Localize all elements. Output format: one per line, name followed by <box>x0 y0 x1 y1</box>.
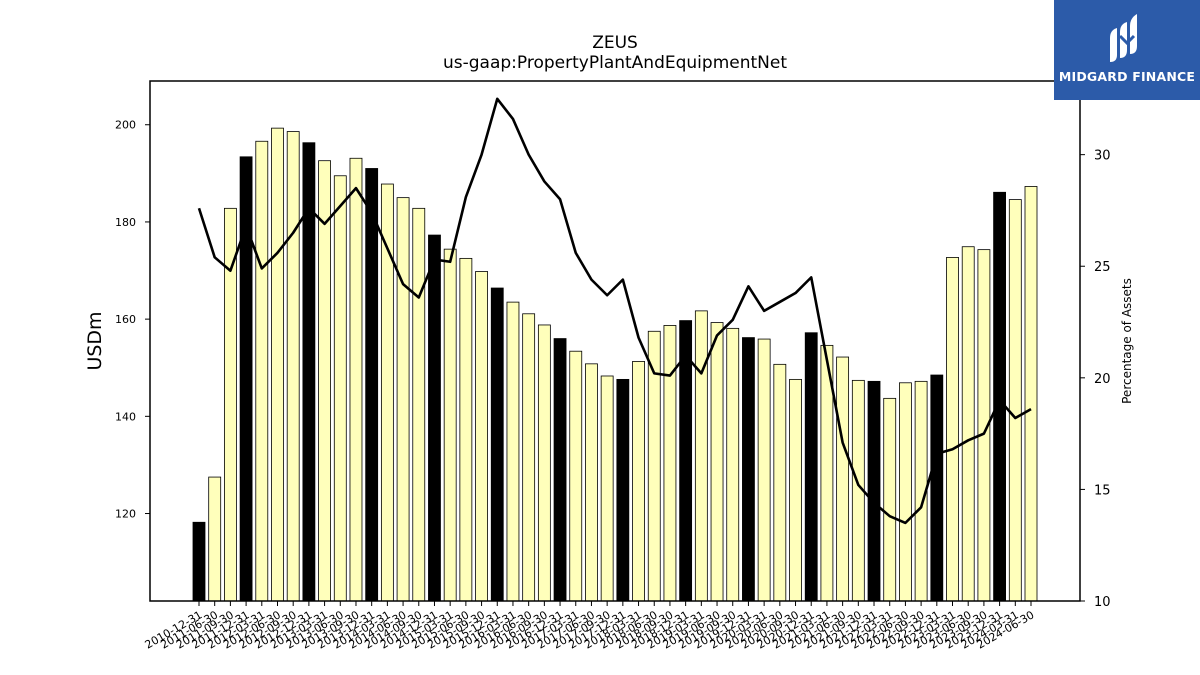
bar-38 <box>789 378 802 602</box>
bar-28 <box>632 361 645 602</box>
bar-47 <box>930 374 944 602</box>
bar-21 <box>522 313 536 602</box>
bar-39 <box>804 332 818 602</box>
y2-axis-label: Percentage of Assets <box>1120 278 1134 404</box>
bar-18 <box>475 271 488 602</box>
chart-title: ZEUS <box>592 33 638 53</box>
y2-tick-label: 15 <box>1094 483 1111 498</box>
y2-tick-label: 25 <box>1094 260 1111 275</box>
bar-10 <box>349 157 363 602</box>
chart-subtitle: us-gaap:PropertyPlantAndEquipmentNet <box>443 53 787 73</box>
bar-11 <box>365 168 379 602</box>
bars-group <box>192 127 1038 602</box>
bar-15 <box>428 234 441 602</box>
y-tick-label: 180 <box>115 216 136 229</box>
bar-3 <box>239 156 253 602</box>
logo-text: MIDGARD FINANCE <box>1058 69 1196 84</box>
line-group <box>197 97 1032 525</box>
bar-36 <box>757 338 771 602</box>
bar-4 <box>255 140 269 602</box>
bar-45 <box>899 382 912 602</box>
logo-mark-icon <box>1110 14 1137 62</box>
bar-9 <box>333 175 347 602</box>
y-tick-label: 160 <box>115 313 136 326</box>
y-tick-label: 140 <box>115 410 136 423</box>
bar-1 <box>208 476 222 602</box>
bar-20 <box>506 301 520 602</box>
bar-32 <box>694 310 708 602</box>
y-axis-left: 120 140 160 180 200 <box>115 119 150 521</box>
bar-48 <box>946 257 959 602</box>
bar-35 <box>742 337 755 602</box>
bar-51 <box>993 191 1006 602</box>
y-tick-label: 200 <box>115 119 136 132</box>
bar-52 <box>1008 199 1022 602</box>
bar-23 <box>553 338 567 602</box>
midgard-finance-logo: MIDGARD FINANCE <box>1054 0 1200 100</box>
bar-30 <box>663 325 677 602</box>
bar-16 <box>443 248 457 602</box>
bar-24 <box>569 350 583 602</box>
plot-frame <box>149 80 1081 602</box>
y-tick-label: 120 <box>115 508 136 521</box>
bar-43 <box>867 380 881 602</box>
bar-8 <box>318 160 331 602</box>
bar-0 <box>192 521 206 602</box>
bar-26 <box>600 375 614 602</box>
bar-6 <box>286 131 300 602</box>
percentage-line <box>197 97 1032 525</box>
bar-13 <box>396 197 410 602</box>
y2-tick-label: 30 <box>1094 149 1111 164</box>
bar-41 <box>836 356 850 602</box>
bar-53 <box>1024 186 1038 602</box>
y-axis-right: 10 15 20 25 30 <box>1080 149 1111 610</box>
bar-19 <box>490 287 504 602</box>
bar-27 <box>616 378 630 602</box>
bar-37 <box>773 363 787 602</box>
y2-tick-label: 10 <box>1094 595 1111 610</box>
bar-14 <box>412 207 426 602</box>
y2-tick-label: 20 <box>1094 372 1111 387</box>
bar-25 <box>585 363 598 602</box>
bar-34 <box>726 327 740 602</box>
bar-5 <box>271 127 284 602</box>
bar-17 <box>459 257 473 602</box>
bar-33 <box>710 322 724 602</box>
y-axis-label: USDm <box>84 311 106 370</box>
x-axis: 2010-12-312011-06-302011-09-302011-12-31… <box>143 601 1037 652</box>
bar-44 <box>883 397 897 602</box>
bar-22 <box>537 324 551 602</box>
bar-49 <box>961 246 975 602</box>
